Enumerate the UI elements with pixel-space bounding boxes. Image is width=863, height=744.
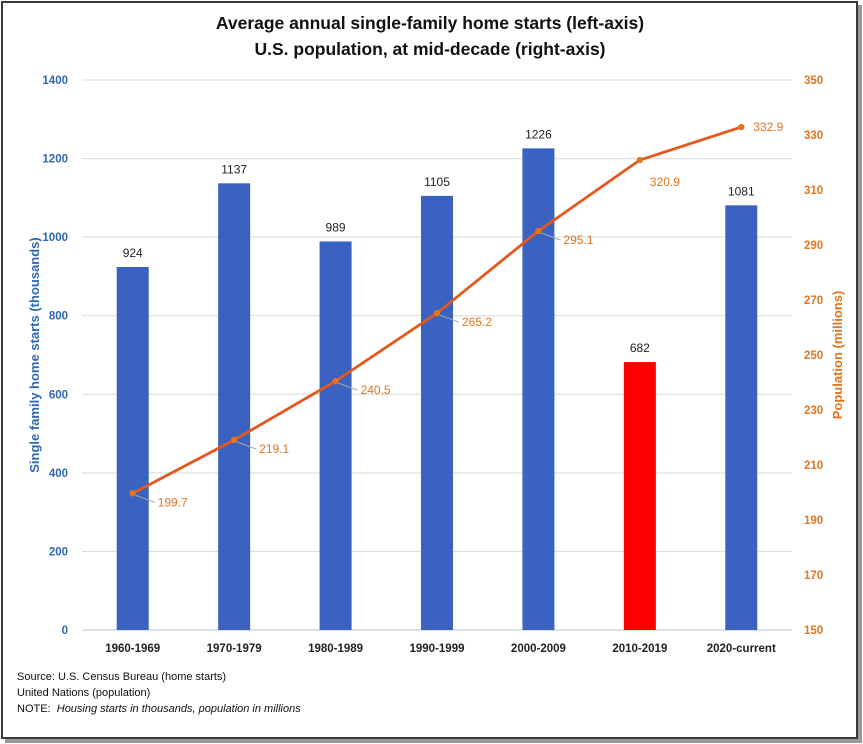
bar-value-label: 1105 [424, 175, 450, 189]
population-point [230, 436, 238, 444]
right-axis-ticks: 150 170 190 210 230 250 270 290 310 330 350 [804, 75, 823, 637]
population-point [332, 377, 339, 385]
category-label: 2010-2019 [612, 643, 667, 655]
right-tick-label: 150 [804, 625, 823, 637]
category-label: 1990-1999 [410, 643, 465, 655]
right-tick-label: 170 [804, 570, 823, 582]
population-point [738, 123, 745, 131]
population-value-label: 219.1 [259, 442, 289, 456]
source-note-2: United Nations (population) [17, 687, 151, 699]
right-tick-label: 230 [804, 405, 823, 417]
category-labels: 1960-1969 1970-1979 1980-1989 1990-1999 2000… [105, 643, 776, 655]
bar [218, 183, 251, 631]
label-leader-line [439, 314, 460, 323]
left-tick-label: 1200 [42, 154, 68, 166]
population-value-label: 295.1 [563, 233, 593, 247]
right-tick-label: 330 [804, 130, 823, 142]
note-text: Housing starts in thousands, population … [56, 703, 301, 715]
bar-value-label: 682 [630, 341, 650, 355]
right-tick-label: 210 [804, 460, 823, 472]
left-axis-label: Single family home starts (thousands) [27, 237, 42, 473]
population-point [636, 156, 644, 164]
left-axis-ticks: 0 200 400 600 800 1000 1200 1400 [42, 75, 68, 637]
bar [623, 362, 656, 630]
population-value-label: 265.2 [462, 315, 492, 329]
category-label: 1970-1979 [207, 643, 262, 655]
bar-value-label: 1137 [221, 162, 247, 176]
label-leader-line [135, 494, 155, 503]
left-tick-label: 1000 [42, 232, 68, 244]
category-label: 1980-1989 [308, 643, 363, 655]
chart-title: Average annual single-family home starts… [216, 13, 644, 33]
right-tick-label: 250 [804, 350, 823, 362]
bar-value-label: 989 [326, 220, 346, 234]
population-point [129, 490, 136, 497]
bar [725, 205, 758, 631]
bar-value-label: 1226 [525, 127, 552, 141]
bars [116, 148, 758, 631]
population-value-label: 332.9 [753, 120, 783, 134]
bar-labels: 924 1137 989 1105 1226 682 1081 [123, 127, 755, 355]
population-line-layer: 199.7 219.1 240.5 265.2 295.1 320.9 332.9 [129, 120, 784, 509]
population-value-label: 240.5 [361, 383, 391, 397]
label-leader-line [338, 382, 358, 391]
right-tick-label: 190 [804, 515, 823, 527]
bar [116, 267, 149, 630]
left-tick-label: 200 [49, 546, 68, 558]
left-tick-label: 400 [49, 468, 68, 480]
population-value-label: 199.7 [158, 495, 188, 509]
right-tick-label: 290 [804, 240, 823, 252]
category-label: 2000-2009 [511, 643, 566, 655]
label-leader-line [236, 441, 257, 450]
population-point [535, 227, 542, 235]
right-tick-label: 350 [804, 75, 823, 87]
right-tick-label: 270 [804, 295, 823, 307]
source-note: Source: U.S. Census Bureau (home starts) [17, 671, 227, 683]
bar-value-label: 924 [123, 246, 143, 260]
notes: Source: U.S. Census Bureau (home starts)… [17, 669, 301, 717]
bar [421, 195, 453, 630]
right-tick-label: 310 [804, 185, 823, 197]
label-leader-line [541, 232, 561, 241]
left-tick-label: 800 [49, 311, 68, 323]
bar-value-label: 1081 [728, 184, 755, 198]
left-tick-label: 1400 [42, 75, 68, 87]
left-tick-label: 600 [49, 389, 68, 401]
category-label: 2020-current [707, 643, 776, 655]
population-value-label: 320.9 [650, 175, 680, 189]
population-point [433, 310, 441, 317]
right-axis-label: Population (millions) [830, 291, 845, 420]
bar [522, 148, 555, 630]
note-prefix: NOTE: [17, 703, 51, 715]
chart-subtitle: U.S. population, at mid-decade (right-ax… [255, 39, 606, 59]
bar [319, 241, 352, 630]
category-label: 1960-1969 [105, 643, 160, 655]
note-line: NOTE: Housing starts in thousands, popul… [17, 701, 301, 717]
left-tick-label: 0 [62, 625, 68, 637]
